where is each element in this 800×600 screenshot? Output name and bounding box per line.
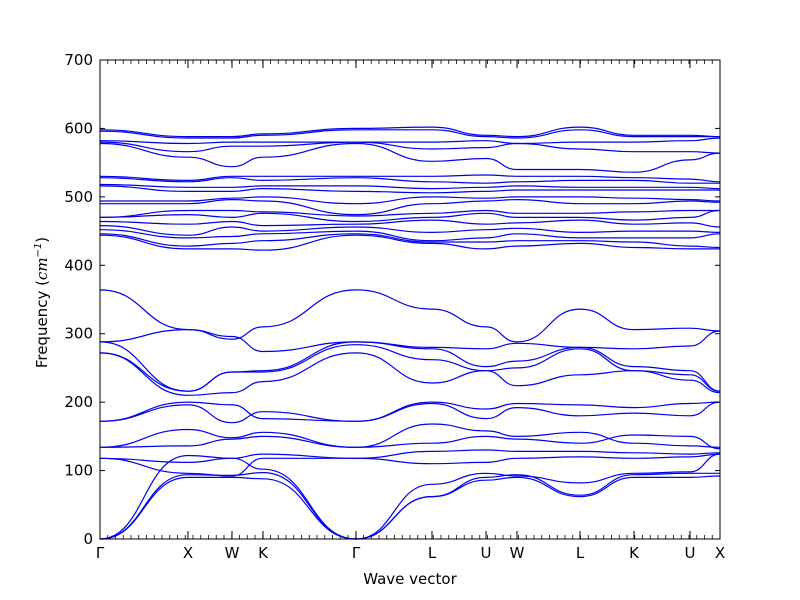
x-tick-label: L [576, 544, 585, 562]
band-curve-13 [99, 328, 721, 353]
band-curve-19 [99, 219, 721, 228]
x-tick-label: K [629, 544, 640, 562]
y-tick-label: 300 [64, 325, 93, 343]
y-axis-label-exponent: −1 [33, 243, 44, 258]
band-curve-25 [99, 183, 721, 190]
band-curve-23 [100, 196, 721, 205]
y-axis: 0 100 200 300 400 500 600 700 [64, 51, 720, 548]
band-curve-27 [99, 174, 721, 183]
y-tick-label: 500 [64, 188, 93, 206]
band-curve-16 [99, 233, 721, 249]
x-tick-label: U [684, 544, 695, 562]
band-curve-20 [99, 209, 721, 223]
band-curve-15 [99, 234, 720, 251]
band-curve-17 [99, 229, 721, 242]
band-curve-7 [99, 423, 721, 448]
band-curve-5 [99, 449, 721, 464]
band-curve-8 [99, 401, 721, 424]
band-curve-32 [99, 126, 721, 138]
band-curve-6 [99, 434, 721, 450]
band-curve-14 [99, 289, 721, 343]
band-curve-3 [99, 453, 721, 540]
band-curve-22 [99, 198, 721, 216]
band-curve-21 [99, 209, 720, 218]
dispersion-curves [99, 126, 721, 540]
band-curve-30 [99, 137, 721, 145]
x-tick-label: Γ [352, 544, 361, 562]
band-curve-24 [99, 185, 720, 194]
y-tick-label: 0 [83, 530, 93, 548]
y-axis-label-close: ) [33, 237, 51, 243]
x-tick-label: U [481, 544, 492, 562]
band-curve-12 [99, 341, 721, 392]
y-axis-label-text: Frequency ( [33, 280, 51, 368]
x-tick-label: L [428, 544, 437, 562]
plot-frame [99, 59, 721, 540]
y-axis-label-unit: cm [33, 257, 51, 280]
band-curve-9 [99, 401, 721, 422]
band-curve-18 [99, 225, 721, 236]
x-tick-label: W [225, 544, 240, 562]
y-tick-label: 100 [64, 462, 93, 480]
x-tick-label: X [715, 544, 725, 562]
band-curve-26 [99, 177, 720, 184]
band-curve-31 [99, 129, 720, 139]
band-curve-4 [99, 453, 721, 477]
x-tick-label: X [183, 544, 193, 562]
y-tick-label: 700 [64, 51, 93, 69]
y-tick-label: 600 [64, 119, 93, 137]
x-axis-label: Wave vector [363, 570, 457, 588]
band-curve-28 [99, 142, 721, 173]
x-tick-label: W [510, 544, 525, 562]
band-curve-29 [99, 141, 721, 154]
x-tick-label: Γ [96, 544, 105, 562]
y-tick-label: 400 [64, 256, 93, 274]
y-axis-label: Frequency (cm−1) [33, 237, 51, 368]
x-tick-label: K [258, 544, 269, 562]
y-tick-label: 200 [64, 393, 93, 411]
